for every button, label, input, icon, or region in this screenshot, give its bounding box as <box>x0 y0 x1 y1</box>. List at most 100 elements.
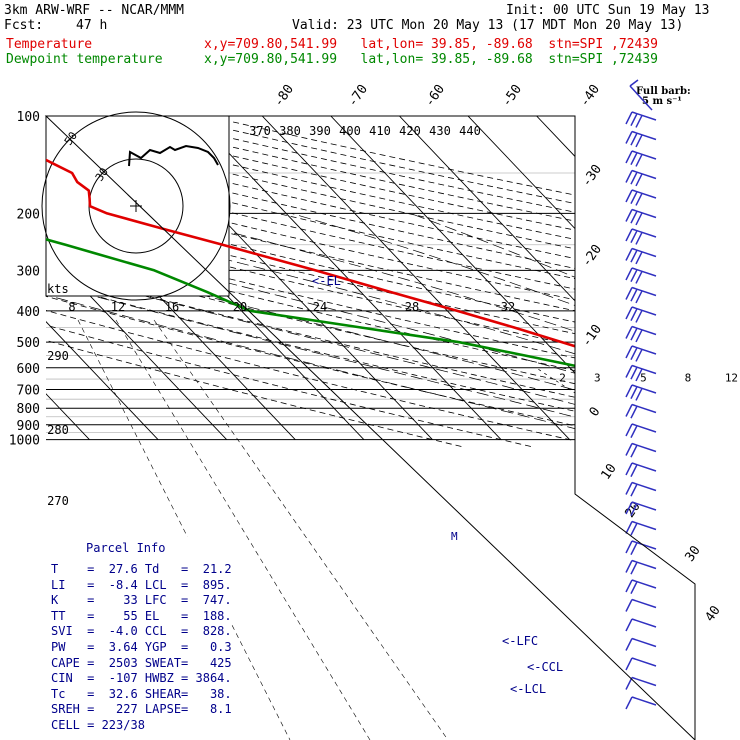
theta-label: 400 <box>339 124 361 138</box>
theta-label: 410 <box>369 124 391 138</box>
wind-barb <box>625 598 657 612</box>
init-time: Init: 00 UTC Sun 19 May 13 <box>506 3 710 18</box>
wind-barb <box>625 676 657 690</box>
wind-barb <box>625 559 657 575</box>
wind-barb <box>625 481 657 497</box>
mixing-ratio-label: 3 <box>594 371 601 384</box>
barb-legend-line1: Full barb: <box>636 86 691 97</box>
theta-label: 370 <box>249 124 271 138</box>
speed-tick: 16 <box>165 300 179 314</box>
moist-adiabat <box>157 213 695 447</box>
theta-label: 380 <box>279 124 301 138</box>
isotherm-label: -40 <box>577 82 603 110</box>
wind-barb <box>625 442 657 458</box>
wind-barb <box>625 208 657 226</box>
wind-barb <box>625 540 657 556</box>
isotherm <box>46 116 159 440</box>
wind-barb <box>625 637 657 651</box>
temperature-legend: Temperature <box>6 37 93 52</box>
hodograph-trace <box>128 144 219 167</box>
isotherm-label: -20 <box>579 242 605 270</box>
isotherm <box>193 116 502 440</box>
isotherm-label: -10 <box>579 322 605 350</box>
isotherm <box>604 116 695 440</box>
dry-adiabat <box>206 116 695 447</box>
hodograph-ring-outer <box>41 111 231 301</box>
wind-barb <box>625 286 657 304</box>
pressure-tick-label: 300 <box>17 264 40 279</box>
wind-barb <box>625 462 657 478</box>
wind-barb <box>625 403 657 419</box>
wind-barb <box>625 579 657 595</box>
parcel-info-row: K = 33 LFC = 747. <box>51 593 232 608</box>
wind-barb <box>625 111 657 128</box>
profiles <box>46 116 695 441</box>
chart-labels: 100200300400500600700800900100023581220-… <box>9 82 738 740</box>
theta-label: 420 <box>399 124 421 138</box>
wind-barb <box>625 618 657 632</box>
pressure-tick-label: 900 <box>17 419 40 434</box>
mixing-ratio-line <box>615 367 695 447</box>
wind-barb <box>625 520 657 536</box>
height-label: 280 <box>47 423 69 437</box>
ccl-label: <-CCL <box>527 660 563 674</box>
pressure-tick-label: 500 <box>17 336 40 351</box>
parcel-info-row: CIN = -107 HWBZ = 3864. <box>51 671 232 686</box>
isotherm <box>261 116 570 440</box>
pressure-tick-label: 600 <box>17 362 40 377</box>
el-label: <-EL <box>312 274 341 288</box>
forecast-label: Fcst: <box>4 18 44 33</box>
speed-tick: 12 <box>111 300 125 314</box>
wind-barb <box>625 169 657 187</box>
moist-adiabat <box>46 213 695 447</box>
isotherm-label: -30 <box>579 162 605 190</box>
wind-barb <box>625 345 657 362</box>
parcel-info-title: Parcel Info <box>86 541 166 555</box>
parcel-info-box <box>46 537 231 740</box>
parcel-info-row: LI = -8.4 LCL = 895. <box>51 577 232 592</box>
model-title: 3km ARW-WRF -- NCAR/MMM <box>4 3 185 18</box>
marker-label: M <box>451 530 458 543</box>
valid-time: Valid: 23 UTC Mon 20 May 13 (17 MDT Mon … <box>292 18 684 33</box>
dry-adiabat <box>46 116 695 447</box>
mixing-ratio-label: 2 <box>559 371 566 384</box>
isotherm <box>399 116 695 440</box>
wind-barb <box>625 130 657 148</box>
isotherm <box>467 116 695 440</box>
isotherm-label: -80 <box>271 82 297 110</box>
forecast-hour: 47 h <box>76 18 108 33</box>
height-label: 290 <box>47 349 69 363</box>
lcl-label: <-LCL <box>510 682 546 696</box>
wind-barb <box>625 325 657 343</box>
temperature-line <box>46 116 695 441</box>
moist-adiabat <box>291 213 695 447</box>
wind-barb <box>625 228 657 245</box>
speed-tick: 8 <box>68 300 75 314</box>
theta-label: 430 <box>429 124 451 138</box>
wind-barb <box>625 364 657 382</box>
hodograph-ring-label: 50 <box>62 129 80 147</box>
wind-barb <box>625 657 657 671</box>
kts-label: kts <box>47 282 69 296</box>
isotherm-label: 0 <box>587 404 604 419</box>
wind-barb <box>625 267 657 284</box>
dry-adiabat <box>46 116 695 447</box>
hodograph: 50 30 <box>41 111 231 301</box>
dry-adiabat <box>46 116 695 447</box>
temperature-meta: x,y=709.80,541.99 lat,lon= 39.85, -89.68… <box>204 37 658 52</box>
wind-barb <box>625 189 657 206</box>
isotherm-label: -50 <box>499 82 525 110</box>
theta-label: 440 <box>459 124 481 138</box>
speed-tick: 24 <box>313 300 327 314</box>
pressure-tick-label: 1000 <box>9 434 40 449</box>
isotherm-label: 10 <box>598 461 619 482</box>
isotherm-label: -70 <box>345 82 371 110</box>
dry-adiabat <box>46 116 695 447</box>
parcel-info-row: T = 27.6 Td = 21.2 <box>51 562 232 576</box>
wind-barbs: Full barb:5 m s⁻¹ <box>625 79 691 710</box>
wind-barb <box>625 696 657 710</box>
isotherm-label: 30 <box>682 543 703 564</box>
dewpoint-meta: x,y=709.80,541.99 lat,lon= 39.85, -89.68… <box>204 52 658 67</box>
theta-label: 390 <box>309 124 331 138</box>
